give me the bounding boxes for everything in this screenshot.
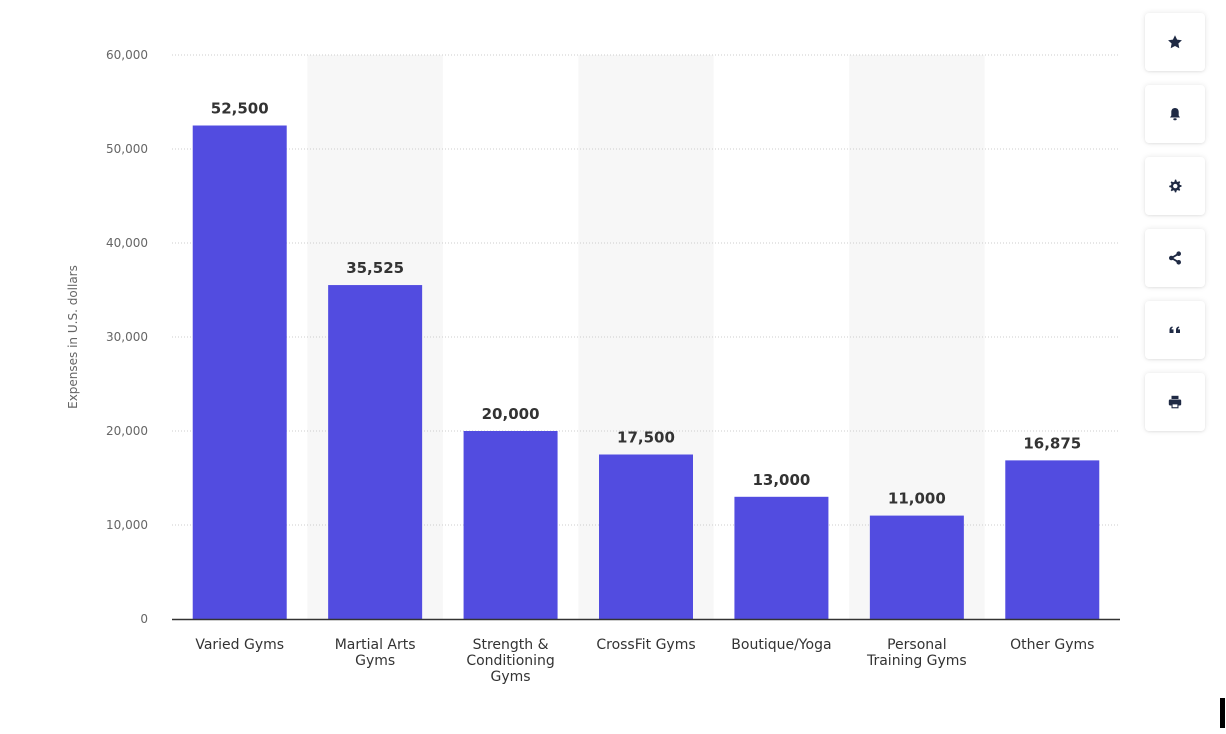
data-labels: 52,500 35,525 20,000 17,500 13,000 11,000 16,8… — [211, 100, 1081, 508]
bar[interactable] — [869, 515, 964, 619]
x-axis-labels: Varied Gyms Martial Arts Gyms Strength & Con… — [195, 637, 1094, 685]
settings-button[interactable] — [1145, 157, 1205, 215]
y-tick-label: 20,000 — [106, 424, 148, 438]
x-tick-label: Martial Arts Gyms — [335, 637, 416, 669]
data-label: 35,525 — [346, 259, 404, 277]
share-button[interactable] — [1145, 229, 1205, 287]
data-label: 11,000 — [888, 490, 946, 508]
share-icon — [1169, 251, 1181, 265]
x-tick-label: Strength & Conditioning Gyms — [466, 637, 554, 685]
data-label: 13,000 — [752, 471, 810, 489]
bar[interactable] — [192, 125, 287, 620]
y-axis-title: Expenses in U.S. dollars — [66, 265, 80, 409]
y-tick-label: 40,000 — [106, 236, 148, 250]
star-icon — [1168, 35, 1182, 49]
x-tick-label: Other Gyms — [1010, 637, 1094, 653]
data-label: 52,500 — [211, 100, 269, 118]
notification-button[interactable] — [1145, 85, 1205, 143]
bar[interactable] — [328, 285, 423, 619]
y-tick-label: 30,000 — [106, 330, 148, 344]
y-axis-ticks: 0 10,000 20,000 30,000 40,000 50,000 60,000 — [106, 48, 148, 626]
quote-icon — [1169, 326, 1180, 333]
y-tick-label: 10,000 — [106, 518, 148, 532]
x-tick-label: Personal Training Gyms — [866, 637, 967, 669]
data-label: 20,000 — [482, 405, 540, 423]
x-tick-label: Varied Gyms — [195, 637, 284, 653]
bar[interactable] — [1005, 460, 1100, 619]
y-tick-label: 0 — [140, 612, 148, 626]
bell-icon — [1170, 108, 1180, 121]
gear-icon — [1169, 179, 1182, 193]
x-tick-label: CrossFit Gyms — [596, 637, 695, 653]
printer-icon — [1168, 395, 1182, 409]
data-label: 16,875 — [1023, 434, 1081, 452]
bars — [192, 125, 1100, 620]
y-tick-label: 50,000 — [106, 142, 148, 156]
bar[interactable] — [463, 431, 558, 619]
bar[interactable] — [734, 496, 829, 619]
y-tick-label: 60,000 — [106, 48, 148, 62]
favorite-button[interactable] — [1145, 13, 1205, 71]
text-cursor — [1220, 698, 1225, 728]
print-button[interactable] — [1145, 373, 1205, 431]
cite-button[interactable] — [1145, 301, 1205, 359]
x-tick-label: Boutique/Yoga — [731, 637, 831, 653]
data-label: 17,500 — [617, 429, 675, 447]
bar[interactable] — [599, 454, 693, 620]
